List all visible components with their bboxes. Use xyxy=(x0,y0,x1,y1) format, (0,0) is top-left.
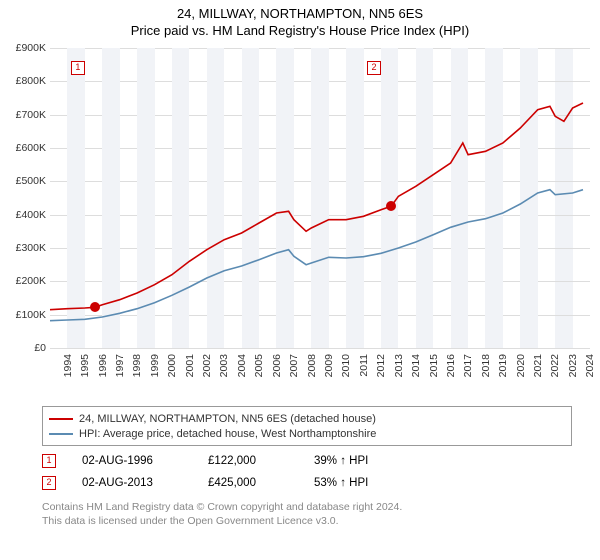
x-tick-label: 2015 xyxy=(428,354,440,377)
y-tick-label: £600K xyxy=(16,142,46,154)
legend-swatch-price xyxy=(49,418,73,420)
x-tick-label: 2004 xyxy=(236,354,248,377)
x-tick-label: 2005 xyxy=(253,354,265,377)
page-subtitle: Price paid vs. HM Land Registry's House … xyxy=(0,21,600,38)
sale-price: £122,000 xyxy=(208,455,288,467)
x-tick-label: 2009 xyxy=(323,354,335,377)
y-tick-label: £400K xyxy=(16,209,46,221)
x-tick-label: 2001 xyxy=(184,354,196,377)
chart-area: £0 £100K £200K £300K £400K £500K £600K £700K £80… xyxy=(8,48,592,400)
plot-area: 12 xyxy=(50,48,590,348)
series-hpi xyxy=(50,190,583,321)
sale-point-label: 1 xyxy=(71,61,85,75)
legend-row: 24, MILLWAY, NORTHAMPTON, NN5 6ES (detac… xyxy=(49,411,565,426)
x-tick-label: 1994 xyxy=(62,354,74,377)
legend: 24, MILLWAY, NORTHAMPTON, NN5 6ES (detac… xyxy=(42,406,572,446)
legend-swatch-hpi xyxy=(49,433,73,435)
y-tick-label: £0 xyxy=(34,342,46,354)
x-tick-label: 2017 xyxy=(462,354,474,377)
gridline xyxy=(50,348,590,349)
x-tick-label: 1997 xyxy=(114,354,126,377)
sales-table: 1 02-AUG-1996 £122,000 39% ↑ HPI 2 02-AU… xyxy=(42,450,572,494)
page-title: 24, MILLWAY, NORTHAMPTON, NN5 6ES xyxy=(0,0,600,21)
sale-date: 02-AUG-2013 xyxy=(82,477,182,489)
x-tick-label: 2020 xyxy=(515,354,527,377)
x-tick-label: 2010 xyxy=(340,354,352,377)
legend-label-hpi: HPI: Average price, detached house, West… xyxy=(79,428,376,440)
x-tick-label: 1996 xyxy=(97,354,109,377)
series-price_paid xyxy=(50,103,583,310)
y-tick-label: £900K xyxy=(16,42,46,54)
sale-row: 1 02-AUG-1996 £122,000 39% ↑ HPI xyxy=(42,450,572,472)
x-tick-label: 2023 xyxy=(567,354,579,377)
legend-row: HPI: Average price, detached house, West… xyxy=(49,426,565,441)
footer: Contains HM Land Registry data © Crown c… xyxy=(42,500,582,528)
x-tick-label: 2016 xyxy=(445,354,457,377)
y-tick-label: £700K xyxy=(16,109,46,121)
x-tick-label: 2007 xyxy=(288,354,300,377)
legend-label-price: 24, MILLWAY, NORTHAMPTON, NN5 6ES (detac… xyxy=(79,413,376,425)
y-tick-label: £500K xyxy=(16,175,46,187)
y-axis-labels: £0£100K£200K£300K£400K£500K£600K£700K£80… xyxy=(8,48,48,348)
x-tick-label: 2006 xyxy=(271,354,283,377)
x-tick-label: 2022 xyxy=(549,354,561,377)
sale-point-dot xyxy=(386,201,396,211)
sale-row: 2 02-AUG-2013 £425,000 53% ↑ HPI xyxy=(42,472,572,494)
sale-pct: 39% ↑ HPI xyxy=(314,455,424,467)
footer-line: Contains HM Land Registry data © Crown c… xyxy=(42,500,582,514)
x-tick-label: 2014 xyxy=(410,354,422,377)
x-tick-label: 2002 xyxy=(201,354,213,377)
y-tick-label: £300K xyxy=(16,242,46,254)
x-tick-label: 2003 xyxy=(218,354,230,377)
y-tick-label: £100K xyxy=(16,309,46,321)
x-tick-label: 1995 xyxy=(79,354,91,377)
x-tick-label: 1998 xyxy=(131,354,143,377)
sale-marker-1: 1 xyxy=(42,454,56,468)
sale-price: £425,000 xyxy=(208,477,288,489)
y-tick-label: £200K xyxy=(16,275,46,287)
x-tick-label: 2024 xyxy=(584,354,596,377)
x-tick-label: 2021 xyxy=(532,354,544,377)
chart-container: 24, MILLWAY, NORTHAMPTON, NN5 6ES Price … xyxy=(0,0,600,560)
y-tick-label: £800K xyxy=(16,75,46,87)
x-tick-label: 2012 xyxy=(375,354,387,377)
x-tick-label: 2011 xyxy=(358,354,370,377)
line-svg xyxy=(50,48,590,348)
x-tick-label: 2018 xyxy=(480,354,492,377)
sale-date: 02-AUG-1996 xyxy=(82,455,182,467)
sale-marker-2: 2 xyxy=(42,476,56,490)
sale-pct: 53% ↑ HPI xyxy=(314,477,424,489)
sale-point-label: 2 xyxy=(367,61,381,75)
footer-line: This data is licensed under the Open Gov… xyxy=(42,514,582,528)
x-axis-labels: 1994 1995 1996 1997 1998 1999 2000 2001 2002 2003… xyxy=(50,350,590,400)
x-tick-label: 2000 xyxy=(166,354,178,377)
x-tick-label: 1999 xyxy=(149,354,161,377)
x-tick-label: 2013 xyxy=(393,354,405,377)
sale-point-dot xyxy=(90,302,100,312)
x-tick-label: 2019 xyxy=(497,354,509,377)
x-tick-label: 2008 xyxy=(306,354,318,377)
